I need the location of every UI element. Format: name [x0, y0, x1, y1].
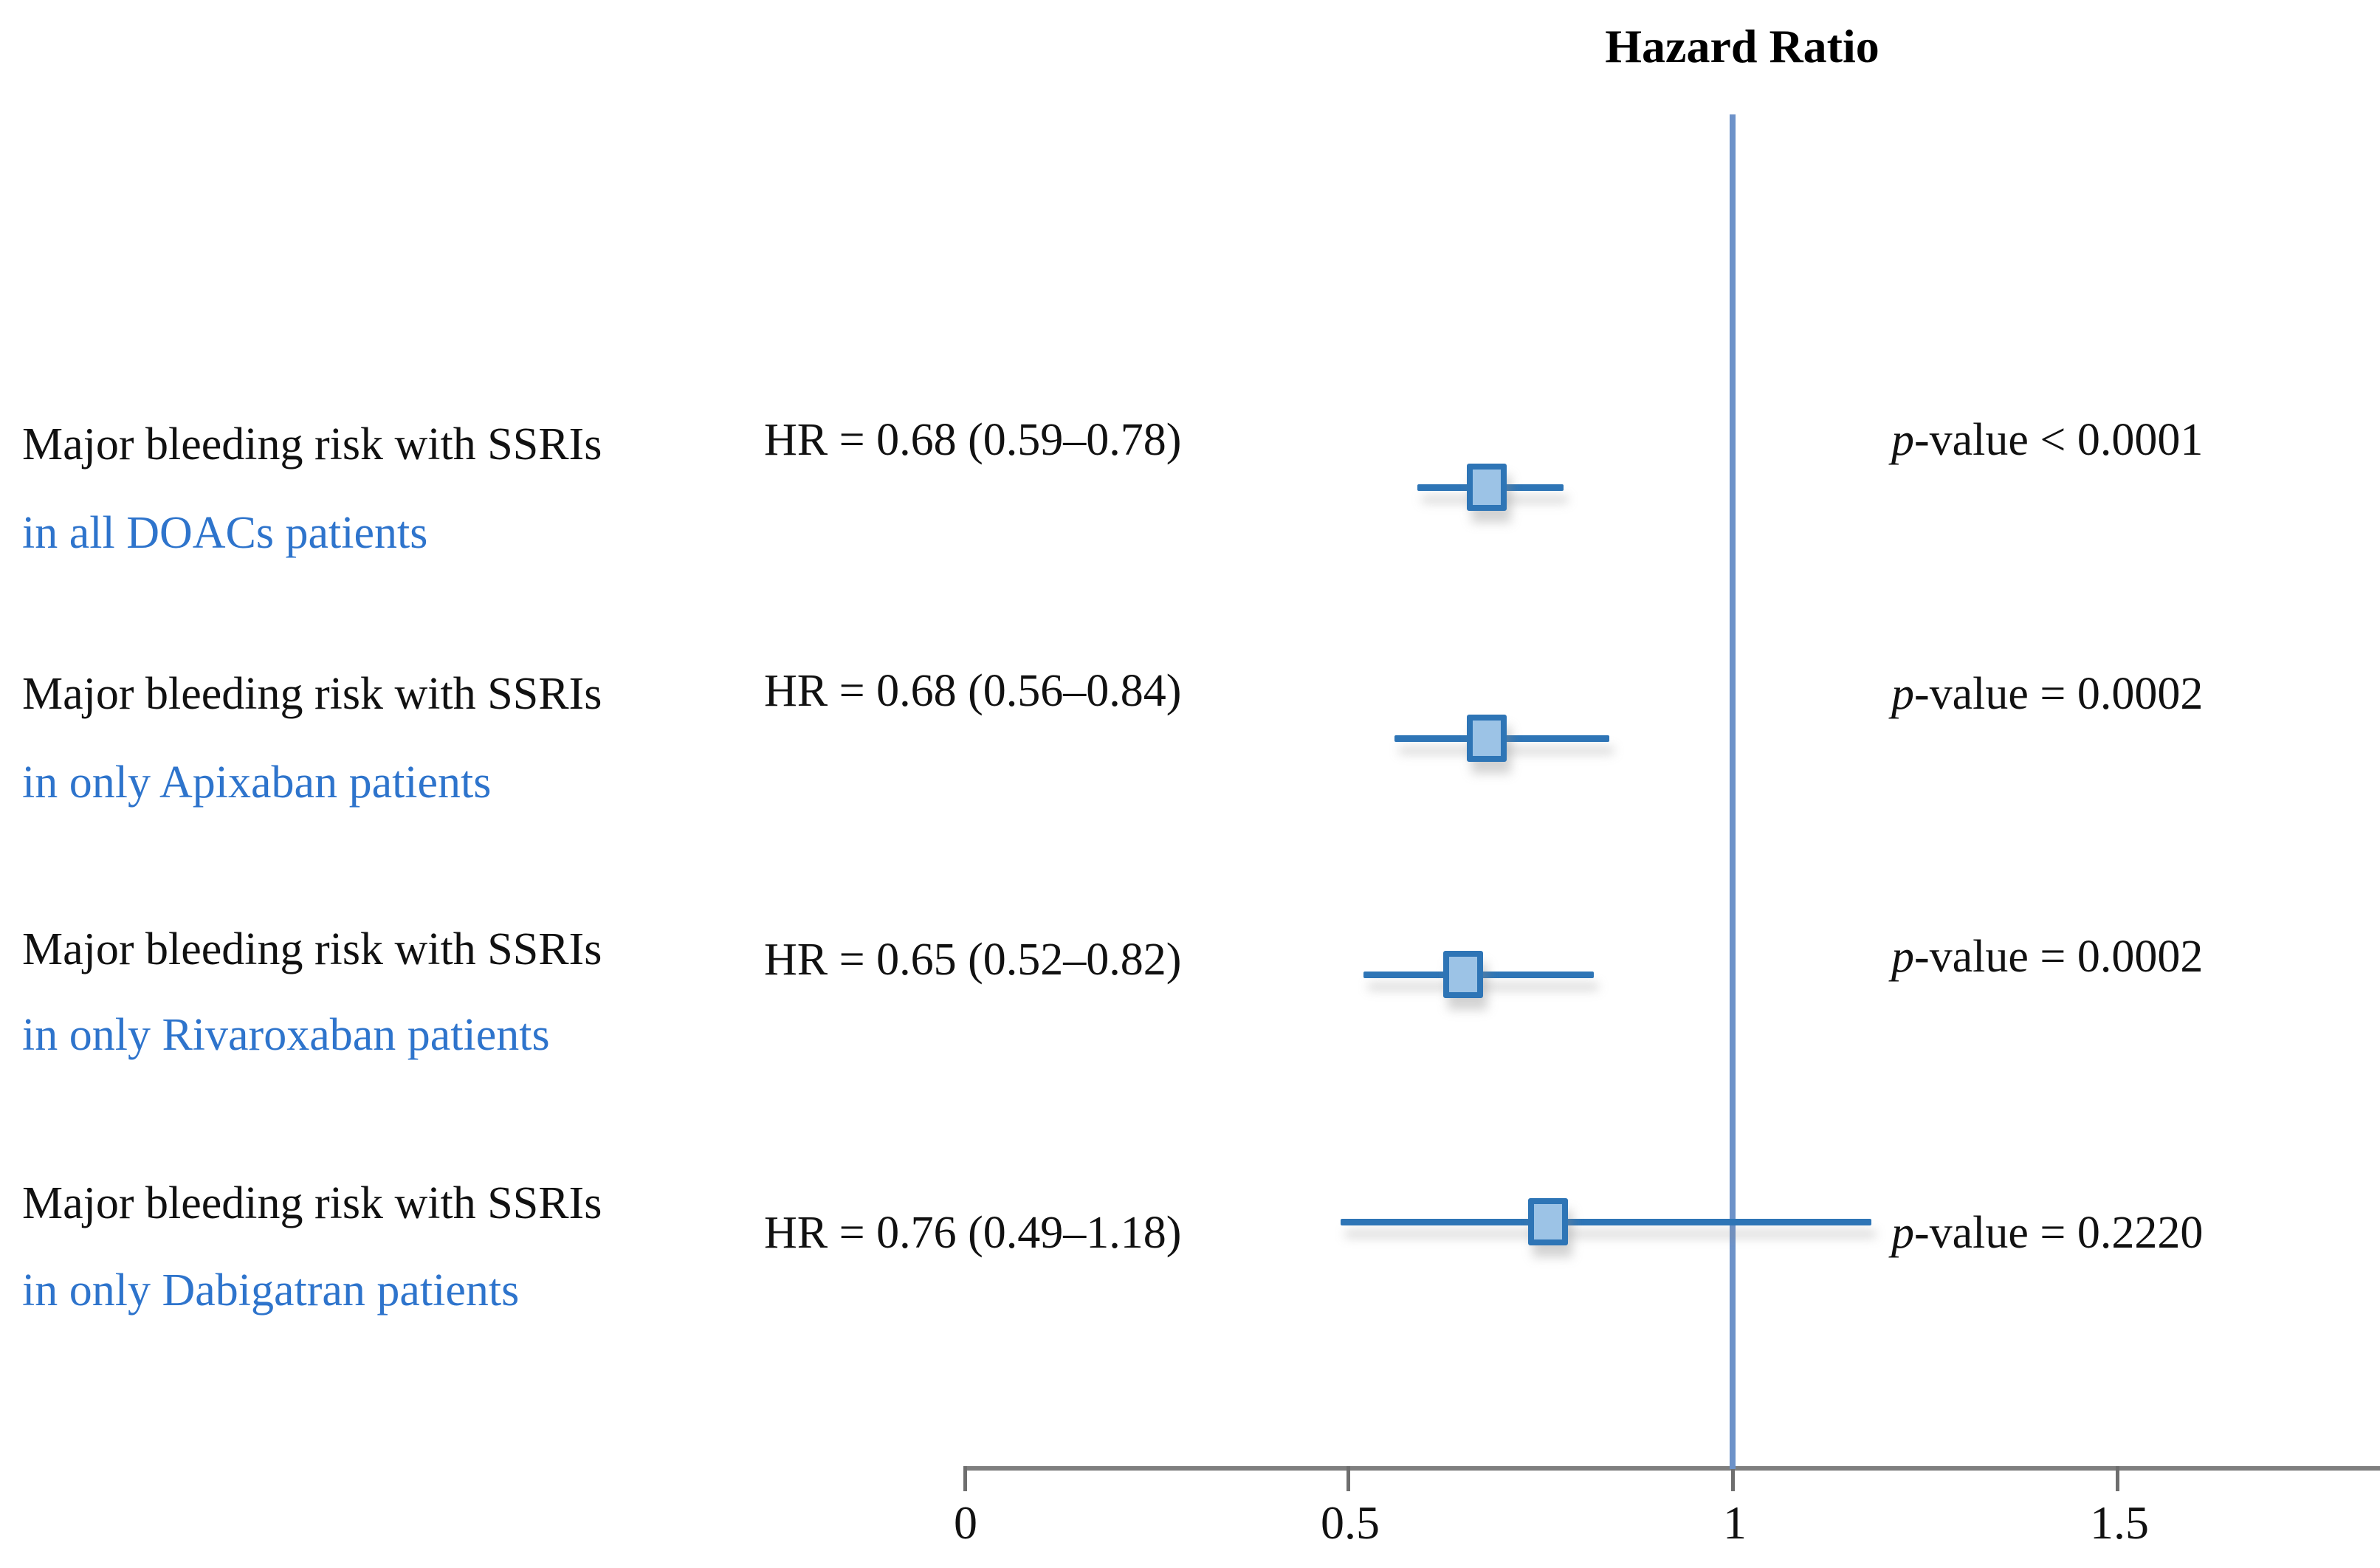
x-axis-tick-1 — [1731, 1466, 1735, 1491]
row-hr-value-label: HR = 0.68 (0.59–0.78) — [764, 415, 1182, 465]
confidence-interval-line — [1340, 1219, 1871, 1225]
x-axis-tick-label: 1.5 — [2090, 1496, 2149, 1549]
x-axis-tick-label: 0 — [954, 1496, 977, 1549]
hazard-ratio-square-marker — [1527, 1198, 1568, 1245]
row-p-value-label: p-value = 0.2220 — [1891, 1208, 2203, 1258]
row-group-label-line1: Major bleeding risk with SSRIs — [22, 924, 602, 974]
p-symbol: p — [1891, 415, 1914, 465]
row-hr-value-label: HR = 0.76 (0.49–1.18) — [764, 1208, 1182, 1258]
p-symbol: p — [1891, 1208, 1914, 1258]
hazard-ratio-square-marker — [1466, 715, 1507, 762]
x-axis-tick-0 — [963, 1466, 967, 1491]
row-p-value-label: p-value = 0.0002 — [1891, 932, 2203, 982]
x-axis-tick-label: 0.5 — [1321, 1496, 1380, 1549]
p-value-text: -value = 0.0002 — [1914, 932, 2204, 982]
row-group-label-line2: in all DOACs patients — [22, 508, 428, 558]
row-p-value-label: p-value < 0.0001 — [1891, 415, 2203, 465]
p-value-text: -value = 0.0002 — [1914, 669, 2204, 719]
row-group-label-line1: Major bleeding risk with SSRIs — [22, 669, 602, 719]
p-symbol: p — [1891, 932, 1914, 982]
row-hr-value-label: HR = 0.65 (0.52–0.82) — [764, 935, 1182, 985]
row-group-label-line1: Major bleeding risk with SSRIs — [22, 1178, 602, 1228]
p-value-text: -value < 0.0001 — [1914, 415, 2204, 465]
row-group-label-line2: in only Apixaban patients — [22, 757, 492, 808]
row-group-label-line1: Major bleeding risk with SSRIs — [22, 419, 602, 470]
hazard-ratio-square-marker — [1466, 464, 1507, 511]
chart-title: Hazard Ratio — [1605, 20, 1879, 72]
x-axis-tick-1-5 — [2116, 1466, 2119, 1491]
row-p-value-label: p-value = 0.0002 — [1891, 669, 2203, 719]
x-axis-line — [963, 1466, 2380, 1471]
row-hr-value-label: HR = 0.68 (0.56–0.84) — [764, 666, 1182, 716]
x-axis-tick-label: 1 — [1723, 1496, 1747, 1549]
p-symbol: p — [1891, 669, 1914, 719]
p-value-text: -value = 0.2220 — [1914, 1208, 2204, 1258]
hazard-ratio-square-marker — [1443, 951, 1484, 998]
row-group-label-line2: in only Rivaroxaban patients — [22, 1010, 550, 1060]
x-axis-tick-0-5 — [1347, 1466, 1350, 1491]
row-group-label-line2: in only Dabigatran patients — [22, 1265, 520, 1316]
reference-line-hr-1 — [1730, 114, 1736, 1469]
